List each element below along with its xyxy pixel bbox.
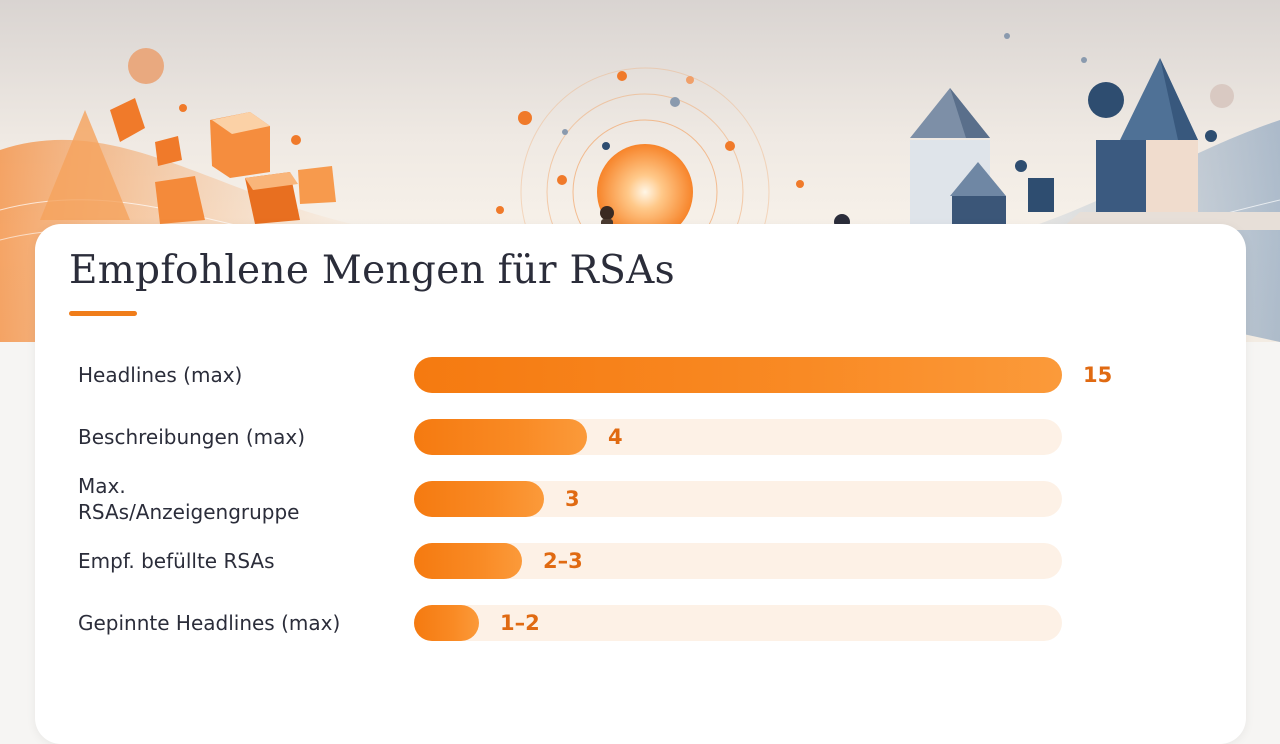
value-label: 4 [608, 425, 623, 449]
category-label-text: Beschreibungen (max) [78, 425, 306, 449]
bar [414, 357, 1062, 393]
page-title: Empfohlene Mengen für RSAs [69, 248, 675, 293]
bar-track [414, 605, 1062, 641]
bar-row: Gepinnte Headlines (max) 1–2 [35, 605, 1246, 641]
content-card: Empfohlene Mengen für RSAs Headlines (ma… [35, 224, 1246, 744]
bar-row: Headlines (max) 15 [35, 357, 1246, 393]
value-label: 3 [565, 487, 580, 511]
category-label: Empf. befüllte RSAs [78, 543, 398, 579]
bar-track [414, 543, 1062, 579]
category-label-text: Gepinnte Headlines (max) [78, 611, 341, 635]
bar-row: Empf. befüllte RSAs 2–3 [35, 543, 1246, 579]
bar [414, 419, 587, 455]
category-label: Beschreibungen (max) [78, 419, 398, 455]
value-label: 1–2 [500, 611, 540, 635]
bar-row: Beschreibungen (max) 4 [35, 419, 1246, 455]
bar-row: Max. RSAs/Anzeigengruppe 3 [35, 474, 1246, 524]
bar-chart: Headlines (max) 15 Beschreibungen (max) 4 Ma… [35, 224, 1246, 720]
bar [414, 543, 522, 579]
value-label: 15 [1083, 363, 1113, 387]
category-label: Gepinnte Headlines (max) [78, 605, 398, 641]
category-label-text: Max. RSAs/Anzeigengruppe [78, 474, 300, 524]
category-label: Headlines (max) [78, 357, 398, 393]
category-label-text: Headlines (max) [78, 363, 243, 387]
bar [414, 481, 544, 517]
title-underline-accent [69, 311, 137, 316]
category-label: Max. RSAs/Anzeigengruppe [78, 474, 398, 524]
bar-track [414, 419, 1062, 455]
value-label: 2–3 [543, 549, 583, 573]
bar-track [414, 481, 1062, 517]
bar [414, 605, 479, 641]
category-label-text: Empf. befüllte RSAs [78, 549, 275, 573]
bar-track [414, 357, 1062, 393]
